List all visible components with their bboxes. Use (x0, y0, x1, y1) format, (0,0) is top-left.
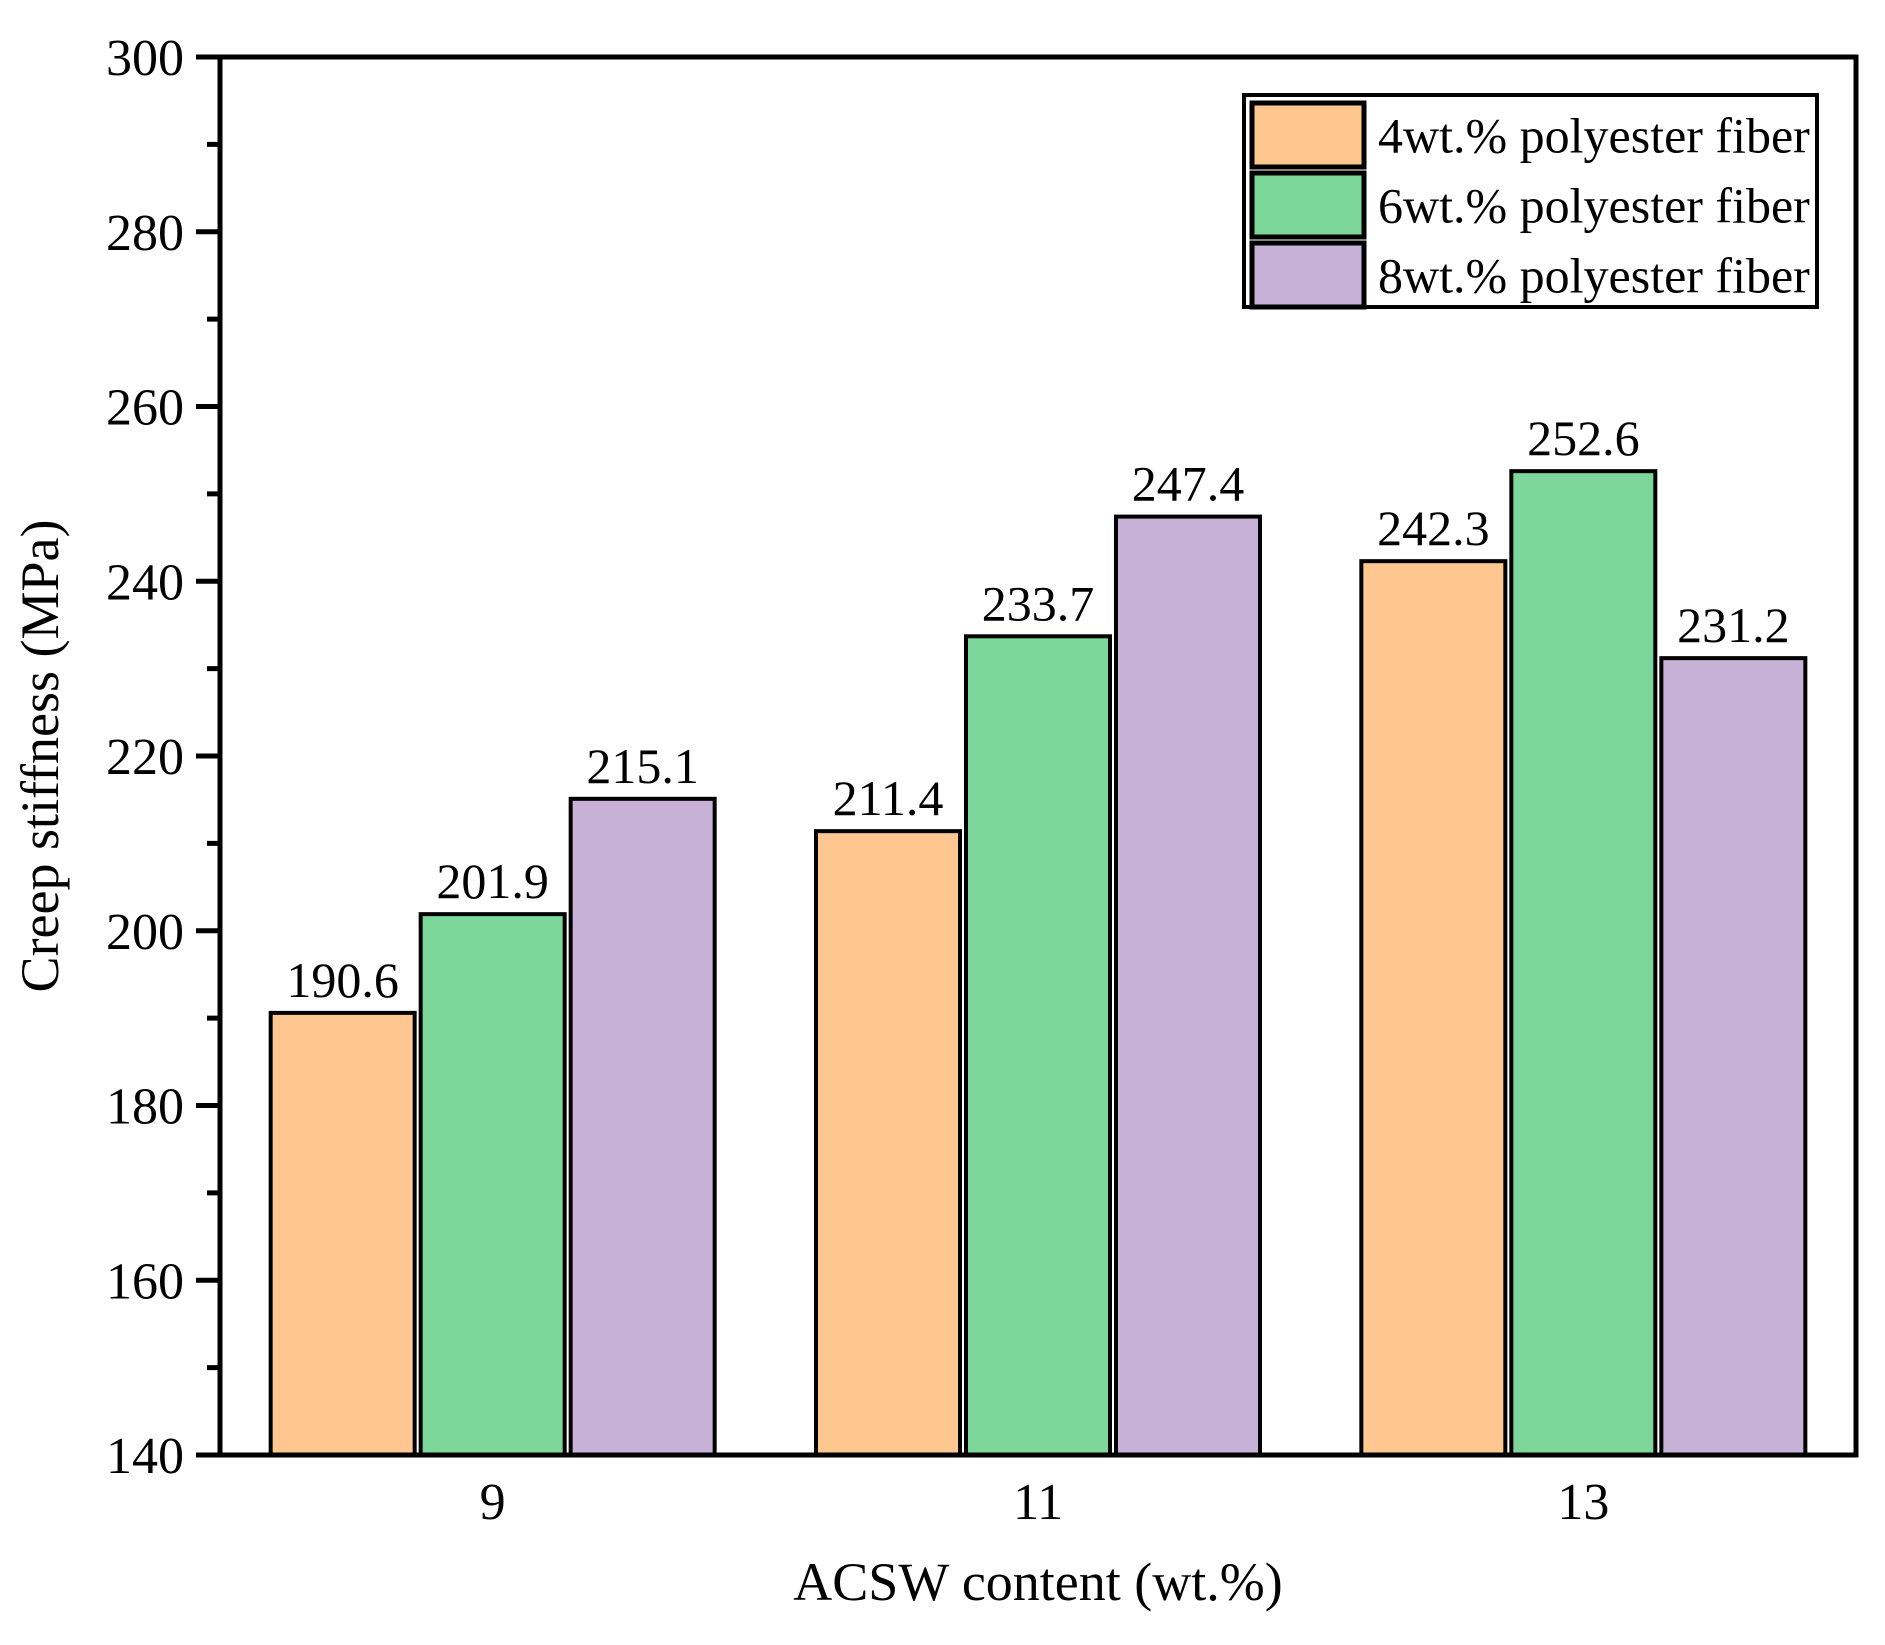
bar (1114, 514, 1262, 1457)
y-tick-label: 240 (106, 554, 184, 611)
y-axis-title: Creep stiffness (MPa) (10, 520, 70, 993)
bar-value-label: 252.6 (1527, 410, 1640, 466)
x-category-label: 11 (1013, 1474, 1063, 1531)
bar-value-label: 233.7 (982, 575, 1095, 631)
legend-label: 4wt.% polyester fiber (1378, 108, 1810, 164)
x-category-label: 9 (480, 1474, 506, 1531)
bar-value-label: 201.9 (436, 853, 549, 909)
legend-layer: 4wt.% polyester fiber 6wt.% polyester fib… (1242, 93, 1819, 310)
bar-value-label: 190.6 (286, 952, 399, 1008)
legend-label: 8wt.% polyester fiber (1378, 248, 1810, 304)
legend-label: 6wt.% polyester fiber (1378, 178, 1810, 234)
bar (1509, 469, 1658, 1458)
y-tick-label: 280 (106, 205, 184, 262)
bar (418, 912, 567, 1457)
labels-layer: 190.6 201.9 215.1 9 211.4 233.7 247.4 11 242.3 25… (286, 410, 1789, 1531)
bar (1659, 656, 1808, 1457)
y-tick-label: 160 (106, 1253, 184, 1310)
legend-swatch (1249, 240, 1367, 310)
bar-value-label: 211.4 (833, 770, 944, 826)
y-tick-label: 300 (106, 30, 184, 87)
y-tick-label: 200 (106, 904, 184, 961)
legend-swatch (1249, 100, 1367, 170)
bar-value-label: 215.1 (586, 738, 699, 794)
x-axis-title: ACSW content (wt.%) (793, 1552, 1282, 1612)
bar-value-label: 242.3 (1377, 500, 1490, 556)
ticks-layer: 140 160 180 200 220 240 260 280 300 (106, 30, 220, 1485)
bar-value-label: 247.4 (1132, 456, 1245, 512)
bar (814, 829, 962, 1457)
legend-swatch (1249, 170, 1367, 240)
bar (964, 634, 1112, 1457)
y-tick-label: 220 (106, 729, 184, 786)
x-category-label: 13 (1557, 1474, 1609, 1531)
bar (568, 796, 717, 1457)
y-tick-label: 260 (106, 380, 184, 437)
bar-value-label: 231.2 (1677, 597, 1790, 653)
bar (1359, 559, 1508, 1457)
y-tick-label: 180 (106, 1079, 184, 1136)
y-tick-label: 140 (106, 1428, 184, 1485)
bars-layer (268, 469, 1808, 1458)
bar (268, 1010, 417, 1457)
